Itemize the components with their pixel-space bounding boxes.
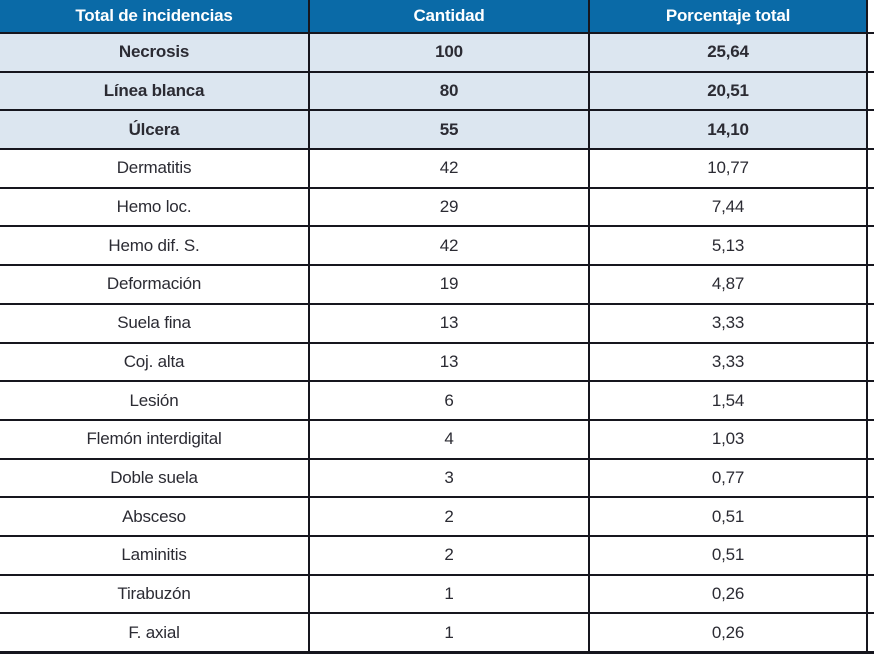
cell-porcentaje-value: 0,26	[590, 575, 868, 613]
table-row: Laminitis 2 0,51	[0, 536, 874, 576]
right-gutter	[868, 575, 872, 613]
table-row: Suela fina 13 3,33	[0, 304, 874, 344]
right-gutter	[868, 34, 872, 71]
column-header-porcentaje-total: Porcentaje total	[590, 0, 868, 32]
cell-cantidad-value: 42	[310, 150, 590, 187]
cell-incidencia-label: Suela fina	[0, 304, 310, 342]
table-row: Doble suela 3 0,77	[0, 459, 874, 499]
cell-porcentaje-value: 14,10	[590, 111, 868, 149]
cell-incidencia-label: Doble suela	[0, 459, 310, 497]
cell-porcentaje-value: 20,51	[590, 72, 868, 110]
cell-porcentaje-value: 1,54	[590, 382, 868, 419]
cell-cantidad-value: 2	[310, 498, 590, 535]
right-gutter	[868, 304, 872, 342]
cell-incidencia-label: Línea blanca	[0, 72, 310, 110]
table-row: Flemón interdigital 4 1,03	[0, 420, 874, 460]
table-row: Coj. alta 13 3,33	[0, 343, 874, 383]
table-row: Úlcera 55 14,10	[0, 111, 874, 151]
table-body: Necrosis 100 25,64 Línea blanca 80 20,51 Úlcer…	[0, 34, 874, 654]
cell-cantidad-value: 19	[310, 266, 590, 303]
cell-cantidad-value: 4	[310, 420, 590, 458]
cell-porcentaje-value: 3,33	[590, 304, 868, 342]
column-header-cantidad: Cantidad	[310, 0, 590, 32]
right-gutter	[868, 266, 872, 303]
cell-incidencia-label: Flemón interdigital	[0, 420, 310, 458]
cell-incidencia-label: F. axial	[0, 614, 310, 651]
table-row: Necrosis 100 25,64	[0, 34, 874, 73]
table-row: Deformación 19 4,87	[0, 266, 874, 305]
right-gutter	[868, 343, 872, 381]
cell-incidencia-label: Úlcera	[0, 111, 310, 149]
table-row: Línea blanca 80 20,51	[0, 72, 874, 112]
cell-porcentaje-value: 5,13	[590, 227, 868, 265]
table-header-row: Total de incidencias Cantidad Porcentaje…	[0, 0, 874, 34]
cell-incidencia-label: Lesión	[0, 382, 310, 419]
cell-incidencia-label: Coj. alta	[0, 343, 310, 381]
right-gutter	[868, 498, 872, 535]
cell-cantidad-value: 6	[310, 382, 590, 419]
right-gutter	[868, 150, 872, 187]
cell-cantidad-value: 1	[310, 575, 590, 613]
table-row: F. axial 1 0,26	[0, 614, 874, 654]
cell-cantidad-value: 13	[310, 343, 590, 381]
table-row: Absceso 2 0,51	[0, 498, 874, 537]
cell-incidencia-label: Hemo dif. S.	[0, 227, 310, 265]
right-gutter	[868, 111, 872, 149]
cell-porcentaje-value: 0,77	[590, 459, 868, 497]
cell-cantidad-value: 80	[310, 72, 590, 110]
right-gutter	[868, 188, 872, 226]
cell-cantidad-value: 3	[310, 459, 590, 497]
cell-cantidad-value: 29	[310, 188, 590, 226]
table-row: Dermatitis 42 10,77	[0, 150, 874, 189]
cell-porcentaje-value: 1,03	[590, 420, 868, 458]
cell-incidencia-label: Absceso	[0, 498, 310, 535]
cell-cantidad-value: 100	[310, 34, 590, 71]
cell-cantidad-value: 1	[310, 614, 590, 651]
cell-porcentaje-value: 0,51	[590, 498, 868, 535]
right-gutter	[868, 420, 872, 458]
table-row: Hemo dif. S. 42 5,13	[0, 227, 874, 267]
right-gutter	[868, 227, 872, 265]
cell-porcentaje-value: 3,33	[590, 343, 868, 381]
cell-incidencia-label: Dermatitis	[0, 150, 310, 187]
table-row: Tirabuzón 1 0,26	[0, 575, 874, 615]
cell-incidencia-label: Tirabuzón	[0, 575, 310, 613]
cell-cantidad-value: 2	[310, 536, 590, 574]
cell-porcentaje-value: 25,64	[590, 34, 868, 71]
table-row: Hemo loc. 29 7,44	[0, 188, 874, 228]
right-gutter	[868, 0, 872, 32]
right-gutter	[868, 459, 872, 497]
cell-cantidad-value: 55	[310, 111, 590, 149]
cell-porcentaje-value: 10,77	[590, 150, 868, 187]
cell-cantidad-value: 13	[310, 304, 590, 342]
right-gutter	[868, 382, 872, 419]
cell-incidencia-label: Necrosis	[0, 34, 310, 71]
cell-porcentaje-value: 4,87	[590, 266, 868, 303]
cell-incidencia-label: Deformación	[0, 266, 310, 303]
cell-porcentaje-value: 0,26	[590, 614, 868, 651]
right-gutter	[868, 614, 872, 651]
cell-porcentaje-value: 0,51	[590, 536, 868, 574]
right-gutter	[868, 536, 872, 574]
cell-incidencia-label: Laminitis	[0, 536, 310, 574]
cell-incidencia-label: Hemo loc.	[0, 188, 310, 226]
column-header-total-incidencias: Total de incidencias	[0, 0, 310, 32]
table-row: Lesión 6 1,54	[0, 382, 874, 421]
cell-cantidad-value: 42	[310, 227, 590, 265]
cell-porcentaje-value: 7,44	[590, 188, 868, 226]
right-gutter	[868, 72, 872, 110]
